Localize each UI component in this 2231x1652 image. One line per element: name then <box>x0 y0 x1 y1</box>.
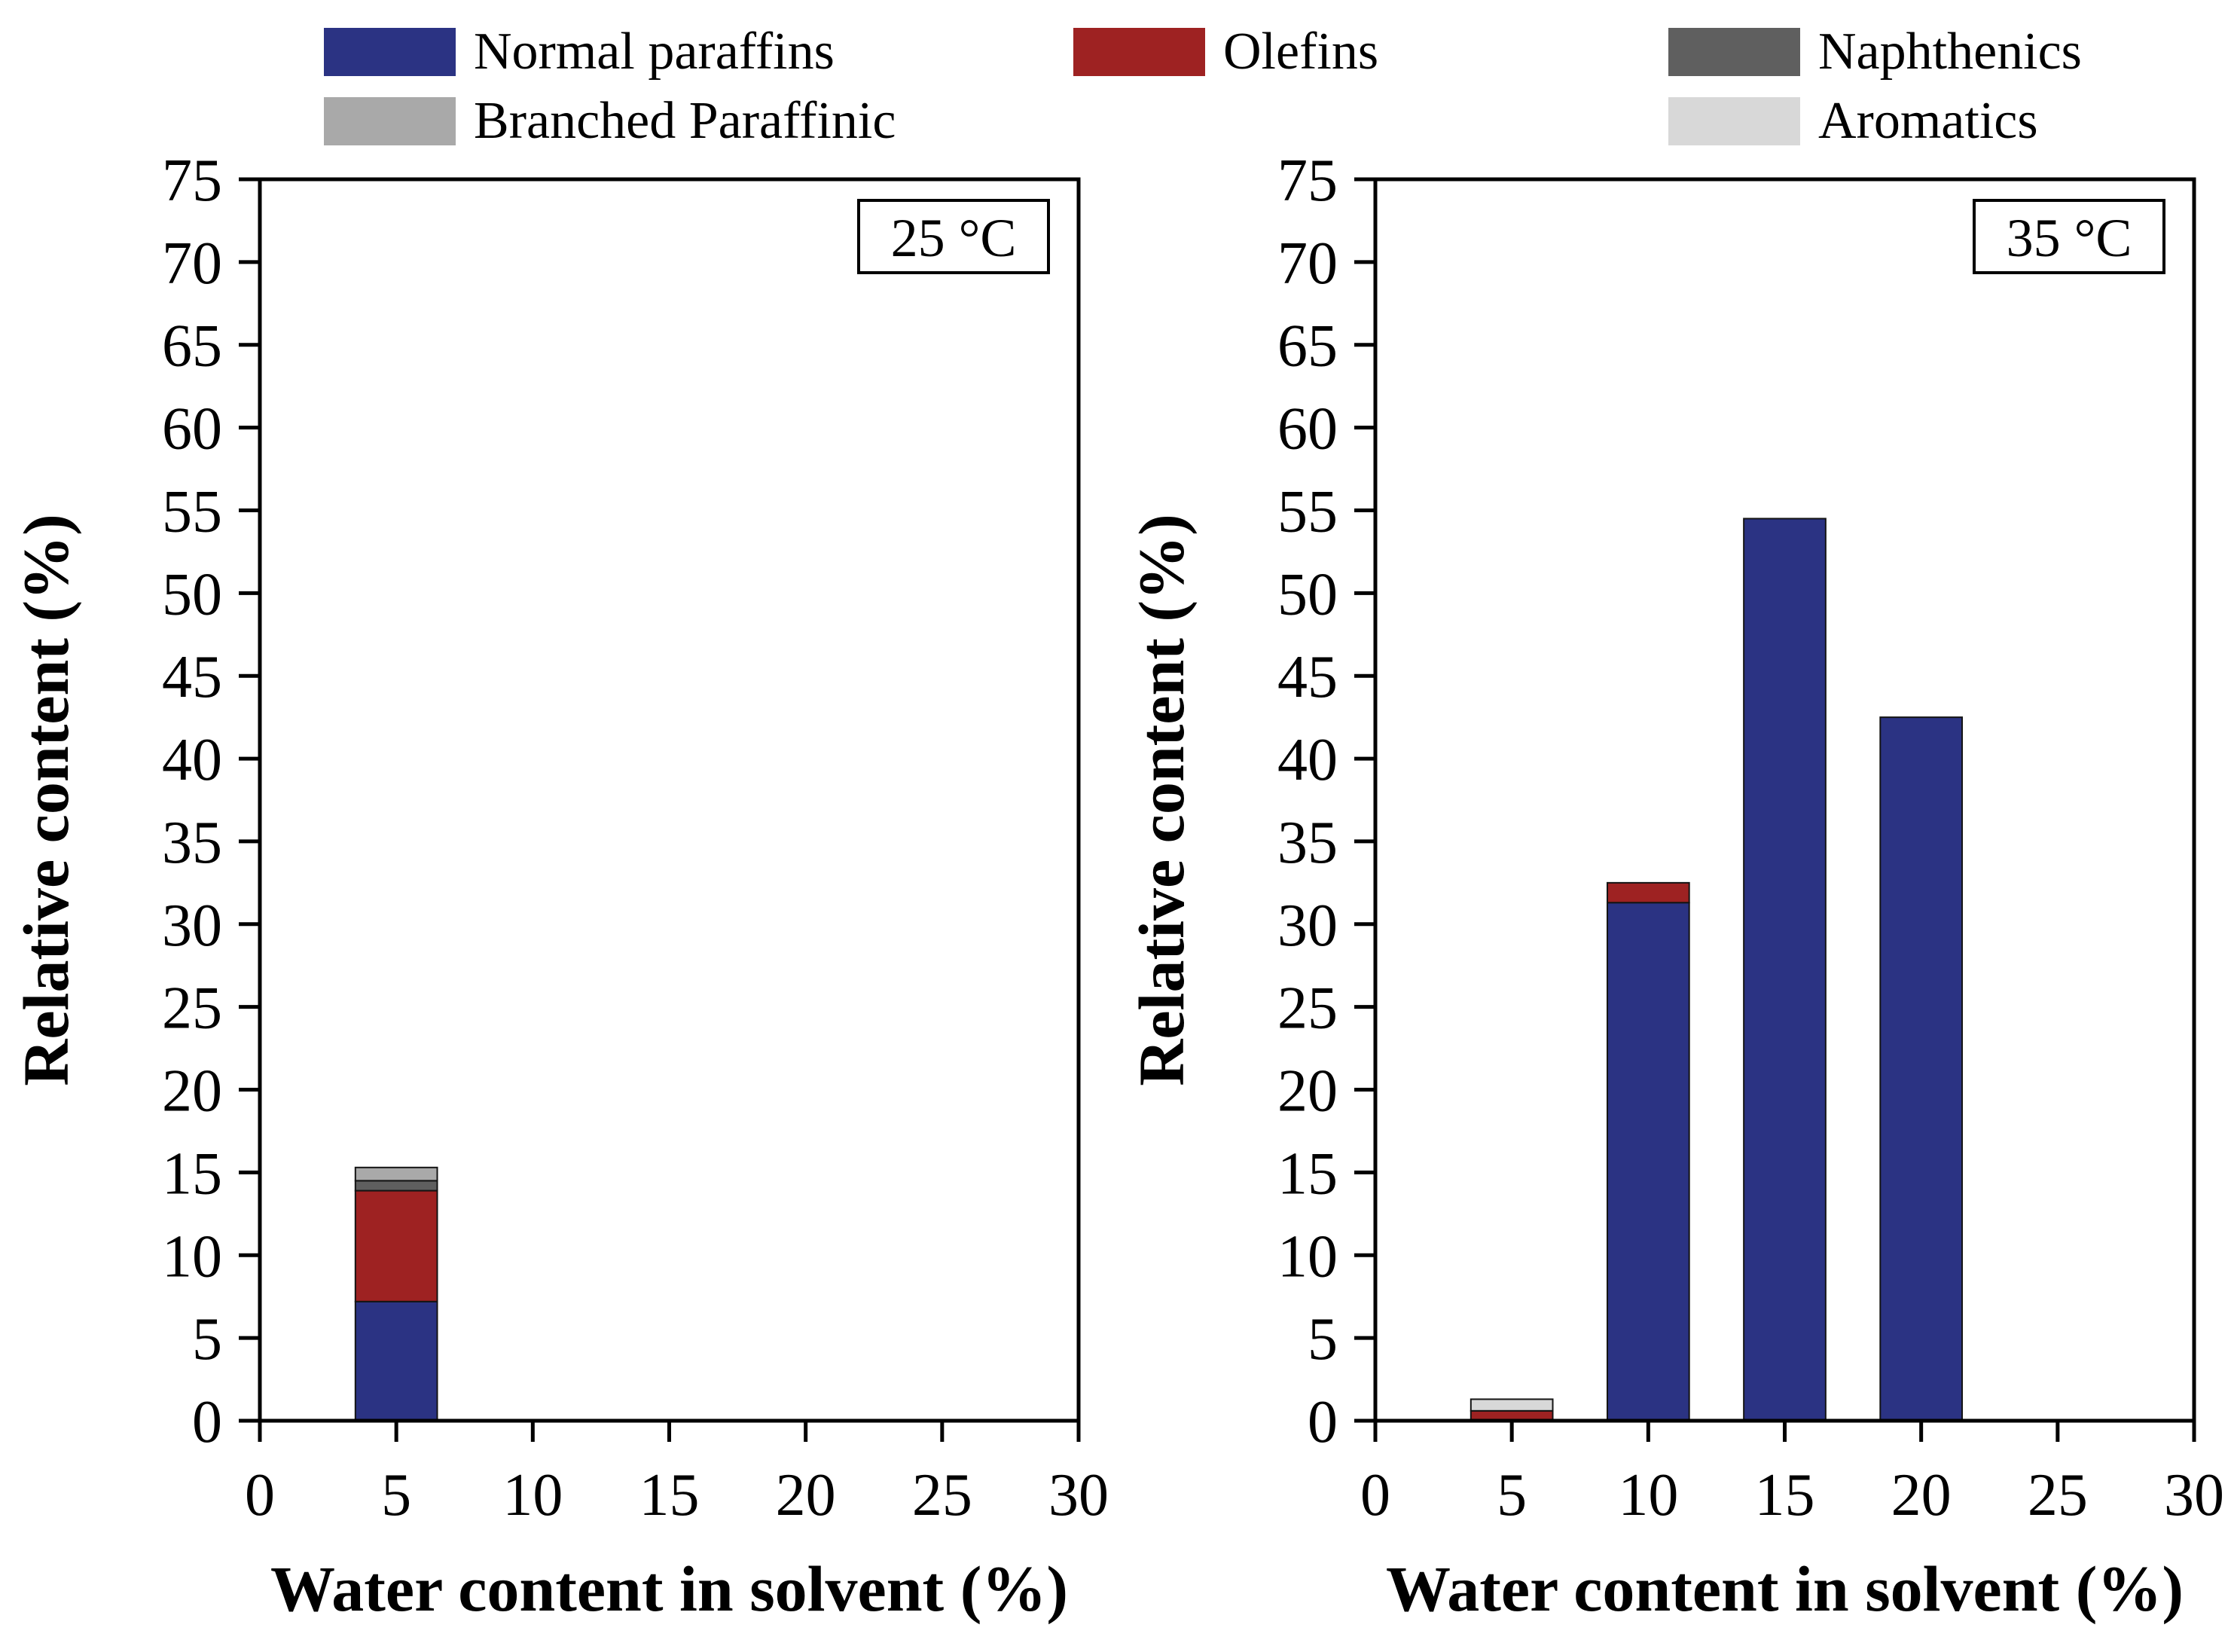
bar-segment <box>1743 518 1827 1421</box>
y-tick-label: 55 <box>162 478 222 545</box>
x-tick-label: 0 <box>245 1462 275 1528</box>
y-tick-label: 5 <box>192 1306 222 1373</box>
y-tick-label: 50 <box>1277 561 1338 628</box>
bar-segment <box>354 1189 438 1302</box>
y-axis-title: Relative content (%) <box>1125 514 1198 1086</box>
legend-label: Olefins <box>1223 23 1379 81</box>
y-tick-label: 60 <box>162 396 222 463</box>
y-tick-label: 35 <box>162 810 222 876</box>
y-tick-label: 65 <box>1277 313 1338 380</box>
legend: Normal paraffins Olefins Naphthenics Bra… <box>324 20 2082 154</box>
y-tick-label: 55 <box>1277 478 1338 545</box>
legend-swatch-normal-paraffins <box>324 28 456 76</box>
x-tick-label: 30 <box>2164 1462 2224 1528</box>
y-tick-label: 25 <box>1277 976 1338 1042</box>
legend-item-naphthenics: Naphthenics <box>1668 20 2082 84</box>
bar-segment <box>354 1166 438 1182</box>
x-tick-label: 10 <box>1618 1462 1678 1528</box>
y-tick-label: 30 <box>1277 893 1338 959</box>
y-tick-label: 15 <box>162 1141 222 1207</box>
y-tick-label: 70 <box>1277 231 1338 297</box>
y-tick-label: 0 <box>1308 1389 1338 1455</box>
x-tick-label: 15 <box>639 1462 700 1528</box>
y-tick-label: 65 <box>162 313 222 380</box>
x-tick-label: 20 <box>776 1462 836 1528</box>
legend-swatch-olefins <box>1073 28 1205 76</box>
x-tick-label: 15 <box>1755 1462 1815 1528</box>
y-tick-label: 40 <box>1277 727 1338 793</box>
temperature-annotation-box <box>857 199 1050 274</box>
y-tick-label: 35 <box>1277 810 1338 876</box>
y-tick-label: 10 <box>162 1223 222 1290</box>
legend-swatch-aromatics <box>1668 97 1800 145</box>
y-tick-label: 50 <box>162 561 222 628</box>
y-tick-label: 20 <box>1277 1058 1338 1125</box>
y-tick-label: 30 <box>162 893 222 959</box>
legend-label: Aromatics <box>1818 92 2038 150</box>
x-axis-title: Water content in solvent (%) <box>1386 1553 2184 1625</box>
y-tick-label: 45 <box>162 644 222 710</box>
y-tick-label: 25 <box>162 976 222 1042</box>
legend-label: Normal paraffins <box>474 23 835 81</box>
y-tick-label: 15 <box>1277 1141 1338 1207</box>
bar-segment <box>1606 881 1690 904</box>
chart-35c: 0 5 10 15 20 25 30 35 40 45 50 55 60 65 70 75 0 5 10 15 20 25… <box>1125 148 2224 1625</box>
y-axis-title: Relative content (%) <box>10 514 82 1086</box>
y-tick-label: 45 <box>1277 644 1338 710</box>
legend-swatch-branched-paraffinic <box>324 97 456 145</box>
x-tick-label: 25 <box>912 1462 972 1528</box>
x-tick-label: 5 <box>1497 1462 1527 1528</box>
x-tick-label: 20 <box>1891 1462 1952 1528</box>
y-tick-label: 60 <box>1277 396 1338 463</box>
bar-segment <box>1470 1398 1554 1412</box>
temperature-annotation-label: 25 °C <box>891 208 1017 268</box>
temperature-annotation-label: 35 °C <box>2007 208 2132 268</box>
x-tick-label: 10 <box>502 1462 563 1528</box>
y-tick-label: 0 <box>192 1389 222 1455</box>
legend-spacer <box>1073 89 1668 154</box>
chart-25c: 0 5 10 15 20 25 30 35 40 45 50 55 60 65 70 75 0 5 10 15 20 25… <box>10 148 1109 1625</box>
temperature-annotation-box <box>1973 199 2165 274</box>
x-axis-title: Water content in solvent (%) <box>270 1553 1068 1625</box>
y-tick-label: 70 <box>162 231 222 297</box>
bar-segment <box>1879 716 1964 1421</box>
y-tick-label: 20 <box>162 1058 222 1125</box>
y-tick-label: 40 <box>162 727 222 793</box>
y-tick-label: 75 <box>1277 148 1338 214</box>
legend-item-branched-paraffinic: Branched Paraffinic <box>324 89 1073 154</box>
legend-swatch-naphthenics <box>1668 28 1800 76</box>
y-tick-label: 75 <box>162 148 222 214</box>
x-tick-label: 30 <box>1048 1462 1109 1528</box>
legend-item-aromatics: Aromatics <box>1668 89 2082 154</box>
legend-label: Branched Paraffinic <box>474 92 896 150</box>
x-tick-label: 5 <box>381 1462 411 1528</box>
bar-segment <box>354 1180 438 1192</box>
x-tick-label: 0 <box>1360 1462 1390 1528</box>
y-tick-label: 10 <box>1277 1223 1338 1290</box>
bar-segment <box>354 1300 438 1421</box>
legend-label: Naphthenics <box>1818 23 2082 81</box>
legend-item-normal-paraffins: Normal paraffins <box>324 20 1073 84</box>
y-tick-label: 5 <box>1308 1306 1338 1373</box>
bar-segment <box>1606 902 1690 1421</box>
x-tick-label: 25 <box>2028 1462 2088 1528</box>
legend-item-olefins: Olefins <box>1073 20 1668 84</box>
